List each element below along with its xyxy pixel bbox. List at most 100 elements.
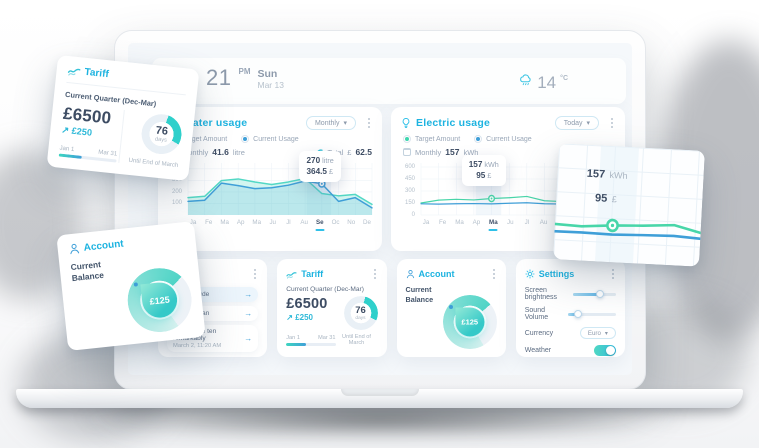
x-axis-label[interactable]: Ma	[489, 219, 498, 226]
electric-legend-current-radio[interactable]: Current Usage	[474, 135, 532, 143]
days-left-unit: days	[355, 316, 366, 321]
tariff-amount: £6500	[286, 296, 328, 312]
x-axis-label[interactable]: Au	[300, 219, 308, 226]
x-axis-label[interactable]: Fe	[205, 219, 213, 226]
balance-value: £125	[149, 294, 171, 307]
balance-droplet: £125	[455, 307, 485, 337]
water-range-dropdown[interactable]: Monthly ▾	[305, 116, 356, 130]
water-usage-panel: Water usage Monthly ▾ Target Amount	[158, 107, 382, 251]
date-label: Mar 13	[257, 80, 284, 90]
balance-label: Current Balance	[70, 259, 105, 284]
slider-thumb[interactable]	[573, 310, 582, 318]
water-total-currency: £	[347, 147, 352, 157]
day-label: Sun	[257, 68, 278, 80]
weather-toggle[interactable]	[594, 345, 616, 356]
x-axis-label[interactable]: No	[347, 219, 356, 226]
water-legend-current-radio[interactable]: Current Usage	[241, 135, 299, 143]
account-kebab-menu[interactable]	[491, 267, 497, 281]
x-axis-label[interactable]: Jl	[286, 219, 291, 226]
tariff-quarter-label: Current Quarter (Dec-Mar)	[286, 286, 364, 293]
x-axis-label[interactable]: Se	[316, 219, 324, 226]
until-label: Until End of March	[342, 334, 371, 346]
up-arrow-icon: ↗	[60, 124, 70, 136]
y-axis-label: 0	[411, 212, 415, 218]
settings-card-title: Settings	[538, 269, 575, 279]
electric-range-dropdown[interactable]: Today ▾	[554, 116, 599, 130]
balance-gauge: £125	[124, 264, 195, 336]
currency-dropdown[interactable]: Euro ▾	[579, 327, 616, 339]
brightness-slider[interactable]	[573, 290, 616, 298]
currency-label: Currency	[524, 329, 554, 337]
temperature-unit: °C	[560, 75, 568, 82]
y-axis-label: 300	[404, 188, 415, 194]
water-x-axis[interactable]: Ja Fe Ma Ap Ma Ju Jl Au Se Oc No De	[188, 219, 372, 226]
settings-kebab-menu[interactable]	[610, 267, 616, 281]
electric-chart: 600 450 300 150 0 157 kWh 95 £ Ja Fe Ma Ap Ma Ju J…	[401, 155, 616, 226]
account-card: Account Current Balance £125	[396, 259, 506, 357]
x-axis-label[interactable]: Ma	[252, 219, 262, 226]
tariff-card: Tariff Current Quarter (Dec-Mar) £6500 ↗…	[277, 259, 387, 357]
x-axis-label[interactable]: Oc	[331, 219, 340, 226]
x-axis-label[interactable]: Ja	[189, 219, 197, 226]
electric-period-unit: kWh	[463, 147, 479, 157]
x-axis-label[interactable]: Fe	[438, 219, 447, 226]
electric-panel-kebab-menu[interactable]	[609, 116, 615, 130]
y-axis-label: 300	[171, 177, 182, 184]
electric-y-axis: 600 450 300 150 0	[401, 163, 417, 218]
water-chart-svg[interactable]	[187, 157, 373, 215]
electric-panel-title: Electric usage	[416, 117, 491, 129]
tariff-delta: ↗ £250	[286, 313, 313, 322]
caret-down-icon: ▾	[343, 120, 347, 127]
water-chart-tooltip: 270 litre 364.5 £	[299, 151, 341, 182]
account-card-title: Account	[418, 269, 455, 279]
temperature-value: 14	[537, 73, 557, 92]
lightbulb-icon	[402, 117, 410, 128]
x-axis-label[interactable]: Ja	[422, 219, 430, 226]
days-left-value: 76	[355, 305, 366, 316]
arrow-right-icon: →	[244, 290, 253, 299]
days-left-unit: days	[154, 136, 168, 144]
x-axis-label[interactable]: Ju	[506, 219, 514, 226]
water-total-value: 62.5	[355, 147, 372, 157]
until-label: Until End of March	[128, 156, 179, 170]
electric-chart-tooltip: 157 kWh 95 £	[461, 155, 506, 186]
laptop-base	[16, 389, 743, 408]
x-axis-label[interactable]: Ju	[269, 219, 276, 226]
tariff-wave-icon	[286, 271, 297, 279]
gear-icon	[525, 269, 535, 279]
floating-tariff-card: Tariff Current Quarter (Dec-Mar) £6500 ↗…	[46, 54, 200, 182]
x-axis-label[interactable]: Ma	[220, 219, 230, 226]
calendar-icon	[403, 148, 411, 156]
x-axis-label[interactable]: De	[362, 219, 371, 226]
messages-kebab-menu[interactable]	[252, 267, 258, 281]
quarter-progress-bar	[286, 343, 336, 346]
x-axis-label[interactable]: Ap	[472, 219, 481, 226]
x-axis-label[interactable]: Au	[539, 219, 548, 226]
x-axis-label[interactable]: Jl	[524, 219, 530, 226]
electric-legend-target-radio[interactable]: Target Amount	[403, 135, 460, 143]
volume-label: Sound Volume	[524, 307, 549, 321]
y-axis-label: 100	[171, 200, 182, 207]
volume-slider[interactable]	[568, 310, 616, 318]
water-panel-kebab-menu[interactable]	[366, 116, 372, 130]
y-axis-label: 600	[404, 164, 415, 170]
water-panel-title: Water usage	[183, 117, 248, 129]
y-axis-label: 200	[171, 188, 182, 195]
water-chart: 400300200100 270 litre 364.5 £ JaFeMaApM…	[168, 151, 373, 226]
caret-down-icon: ▾	[586, 120, 590, 127]
floating-chart-zoom-card: 157 kWh 95 £	[553, 143, 705, 267]
range-start: Jan 1	[286, 335, 300, 341]
balance-value: £125	[461, 317, 479, 327]
header-band	[152, 58, 626, 104]
x-axis-label[interactable]: Ma	[455, 219, 464, 226]
balance-label: Current Balance	[405, 285, 434, 304]
range-end: Mar 31	[318, 335, 336, 341]
tariff-kebab-menu[interactable]	[372, 267, 378, 281]
y-axis-label: 150	[404, 200, 415, 206]
slider-thumb[interactable]	[595, 290, 604, 298]
arrow-right-icon: →	[244, 334, 253, 343]
person-icon	[70, 243, 80, 255]
floating-account-card: Account Current Balance £125	[56, 221, 206, 351]
electric-period-value: 157	[445, 147, 460, 157]
x-axis-label[interactable]: Ap	[236, 219, 245, 226]
